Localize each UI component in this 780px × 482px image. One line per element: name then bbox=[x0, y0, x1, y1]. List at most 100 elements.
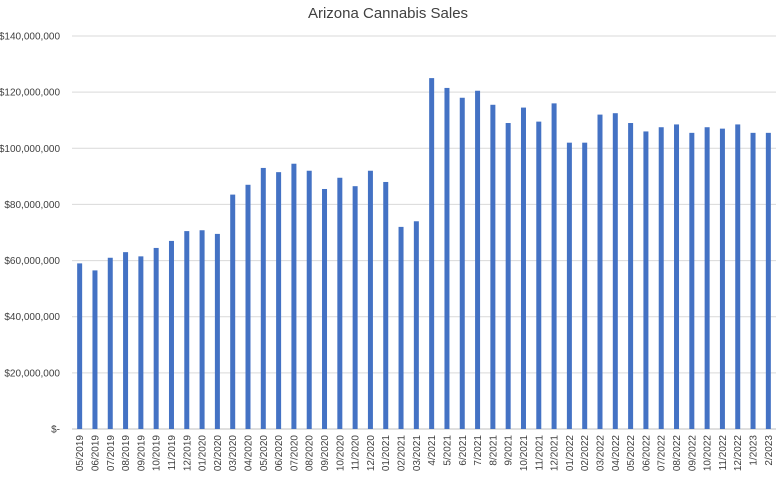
bar bbox=[199, 230, 205, 429]
x-tick-label: 5/2021 bbox=[442, 435, 453, 466]
x-tick-label: 11/2020 bbox=[351, 435, 362, 471]
x-tick-label: 2/2023 bbox=[764, 435, 775, 466]
bar bbox=[597, 114, 603, 429]
x-tick-label: 03/2021 bbox=[412, 435, 423, 472]
bar bbox=[92, 270, 98, 429]
bar bbox=[612, 113, 618, 429]
x-tick-label: 08/2022 bbox=[672, 435, 683, 472]
bar bbox=[107, 257, 113, 429]
gridlines bbox=[72, 35, 776, 430]
x-tick-label: 01/2021 bbox=[381, 435, 392, 472]
bar bbox=[520, 107, 526, 429]
bar bbox=[306, 170, 312, 430]
x-tick-label: 05/2020 bbox=[259, 435, 270, 472]
bar bbox=[429, 78, 435, 430]
x-tick-label: 10/2021 bbox=[519, 435, 530, 472]
y-tick-label: $- bbox=[51, 425, 60, 436]
x-tick-label: 6/2021 bbox=[458, 435, 469, 466]
bar bbox=[153, 247, 159, 429]
bar bbox=[750, 132, 756, 429]
x-tick-label: 10/2022 bbox=[703, 435, 714, 472]
bar bbox=[582, 142, 588, 430]
x-tick-label: 09/2019 bbox=[136, 435, 147, 472]
x-tick-label: 12/2019 bbox=[182, 435, 193, 472]
x-tick-label: 03/2022 bbox=[596, 435, 607, 472]
bar bbox=[367, 170, 373, 430]
x-tick-label: 06/2022 bbox=[641, 435, 652, 472]
y-tick-label: $80,000,000 bbox=[4, 200, 60, 211]
bar bbox=[551, 103, 557, 430]
bar bbox=[184, 231, 190, 429]
x-tick-label: 08/2020 bbox=[305, 435, 316, 472]
bar bbox=[689, 132, 695, 429]
bar bbox=[643, 131, 649, 429]
x-tick-label: 10/2019 bbox=[152, 435, 163, 472]
x-tick-label: 07/2020 bbox=[289, 435, 300, 472]
x-tick-label: 04/2020 bbox=[244, 435, 255, 472]
bar bbox=[674, 124, 680, 430]
x-tick-label: 9/2021 bbox=[504, 435, 515, 466]
bar bbox=[214, 233, 220, 429]
x-tick-label: 01/2022 bbox=[565, 435, 576, 472]
bar bbox=[628, 123, 634, 430]
y-tick-label: $20,000,000 bbox=[4, 368, 60, 379]
x-tick-label: 11/2019 bbox=[167, 435, 178, 471]
x-tick-label: 02/2022 bbox=[580, 435, 591, 472]
y-tick-label: $140,000,000 bbox=[0, 32, 60, 43]
bar bbox=[168, 240, 174, 429]
bar bbox=[291, 163, 297, 429]
x-tick-label: 02/2021 bbox=[397, 435, 408, 472]
bar bbox=[398, 226, 404, 429]
x-tick-label: 01/2020 bbox=[198, 435, 209, 472]
chart-title: Arizona Cannabis Sales bbox=[308, 5, 468, 22]
bar bbox=[383, 181, 389, 429]
x-tick-label: 12/2022 bbox=[733, 435, 744, 472]
y-tick-label: $100,000,000 bbox=[0, 144, 60, 155]
bar bbox=[413, 221, 419, 429]
x-tick-label: 06/2019 bbox=[90, 435, 101, 472]
bar bbox=[337, 177, 343, 429]
bar bbox=[490, 104, 496, 429]
bar bbox=[459, 97, 465, 429]
bar bbox=[77, 263, 83, 429]
bar bbox=[536, 121, 542, 430]
x-axis-ticks: 05/2019 06/2019 07/2019 08/2019 09/2019 10/20… bbox=[75, 435, 775, 472]
y-tick-label: $60,000,000 bbox=[4, 256, 60, 267]
x-tick-label: 09/2020 bbox=[320, 435, 331, 472]
bar bbox=[719, 128, 725, 429]
bar bbox=[138, 256, 144, 429]
x-tick-label: 03/2020 bbox=[228, 435, 239, 472]
bar bbox=[505, 123, 511, 430]
x-tick-label: 1/2023 bbox=[749, 435, 760, 466]
bar bbox=[322, 188, 328, 429]
bar bbox=[735, 124, 741, 430]
bar bbox=[475, 90, 481, 430]
y-axis-ticks: $- $20,000,000 $40,000,000 $60,000,000 $80,0… bbox=[0, 32, 60, 436]
x-tick-label: 06/2020 bbox=[274, 435, 285, 472]
x-tick-label: 07/2019 bbox=[106, 435, 117, 472]
x-tick-label: 10/2020 bbox=[335, 435, 346, 472]
bar bbox=[230, 194, 236, 429]
bar bbox=[245, 184, 251, 429]
bar bbox=[123, 252, 129, 429]
x-tick-label: 05/2019 bbox=[75, 435, 86, 472]
y-tick-label: $40,000,000 bbox=[4, 312, 60, 323]
x-tick-label: 4/2021 bbox=[427, 435, 438, 466]
x-tick-label: 8/2021 bbox=[488, 435, 499, 466]
bar bbox=[658, 127, 664, 429]
bar bbox=[765, 132, 771, 429]
bar bbox=[566, 142, 572, 430]
bar bbox=[352, 186, 358, 429]
bar bbox=[444, 87, 450, 430]
x-tick-label: 04/2022 bbox=[611, 435, 622, 472]
x-tick-label: 02/2020 bbox=[213, 435, 224, 472]
y-tick-label: $120,000,000 bbox=[0, 88, 60, 99]
bar bbox=[260, 167, 266, 429]
x-tick-label: 07/2022 bbox=[657, 435, 668, 472]
x-tick-label: 12/2021 bbox=[550, 435, 561, 472]
x-tick-label: 7/2021 bbox=[473, 435, 484, 466]
bars bbox=[77, 78, 771, 430]
x-tick-label: 12/2020 bbox=[366, 435, 377, 472]
